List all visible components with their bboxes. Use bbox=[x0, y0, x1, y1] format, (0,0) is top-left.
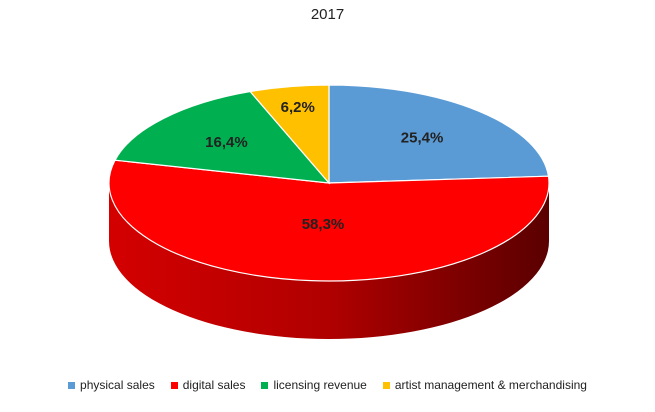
pie-slice-digital-sales bbox=[108, 159, 550, 282]
pie-side-digital-sales bbox=[109, 183, 549, 339]
legend-swatch-physical-sales bbox=[68, 381, 76, 389]
pie-slice-physical-sales bbox=[328, 84, 550, 184]
chart-title: 2017 bbox=[310, 6, 345, 23]
legend-swatch-licensing-revenue bbox=[261, 381, 269, 389]
legend-item-physical-sales: physical sales bbox=[68, 378, 155, 392]
legend-label-artist-management: artist management & merchandising bbox=[394, 378, 587, 392]
data-label-physical-sales: 25,4% bbox=[401, 130, 444, 147]
legend-item-artist-management: artist management & merchandising bbox=[382, 378, 587, 392]
legend-label-physical-sales: physical sales bbox=[80, 378, 155, 392]
pie-labels: 25,4% 58,3% 16,4% 6,2% bbox=[205, 99, 443, 233]
data-label-licensing-revenue: 16,4% bbox=[205, 134, 248, 151]
legend-item-digital-sales: digital sales bbox=[170, 378, 246, 392]
legend-label-digital-sales: digital sales bbox=[182, 378, 246, 392]
legend-item-licensing-revenue: licensing revenue bbox=[261, 378, 367, 392]
legend-label-licensing-revenue: licensing revenue bbox=[273, 378, 367, 392]
legend-swatch-digital-sales bbox=[170, 381, 178, 389]
legend-swatch-artist-management bbox=[382, 381, 390, 389]
pie-chart: 25,4% 58,3% 16,4% 6,2% bbox=[108, 84, 550, 339]
data-label-digital-sales: 58,3% bbox=[302, 216, 345, 233]
pie-slices bbox=[108, 84, 550, 282]
pie-slice-licensing-revenue bbox=[114, 90, 331, 184]
legend: physical sales digital sales licensing r… bbox=[0, 378, 655, 392]
data-label-artist-management: 6,2% bbox=[281, 99, 315, 116]
pie-slice-artist-management bbox=[249, 84, 330, 185]
pie-sides bbox=[109, 183, 549, 339]
